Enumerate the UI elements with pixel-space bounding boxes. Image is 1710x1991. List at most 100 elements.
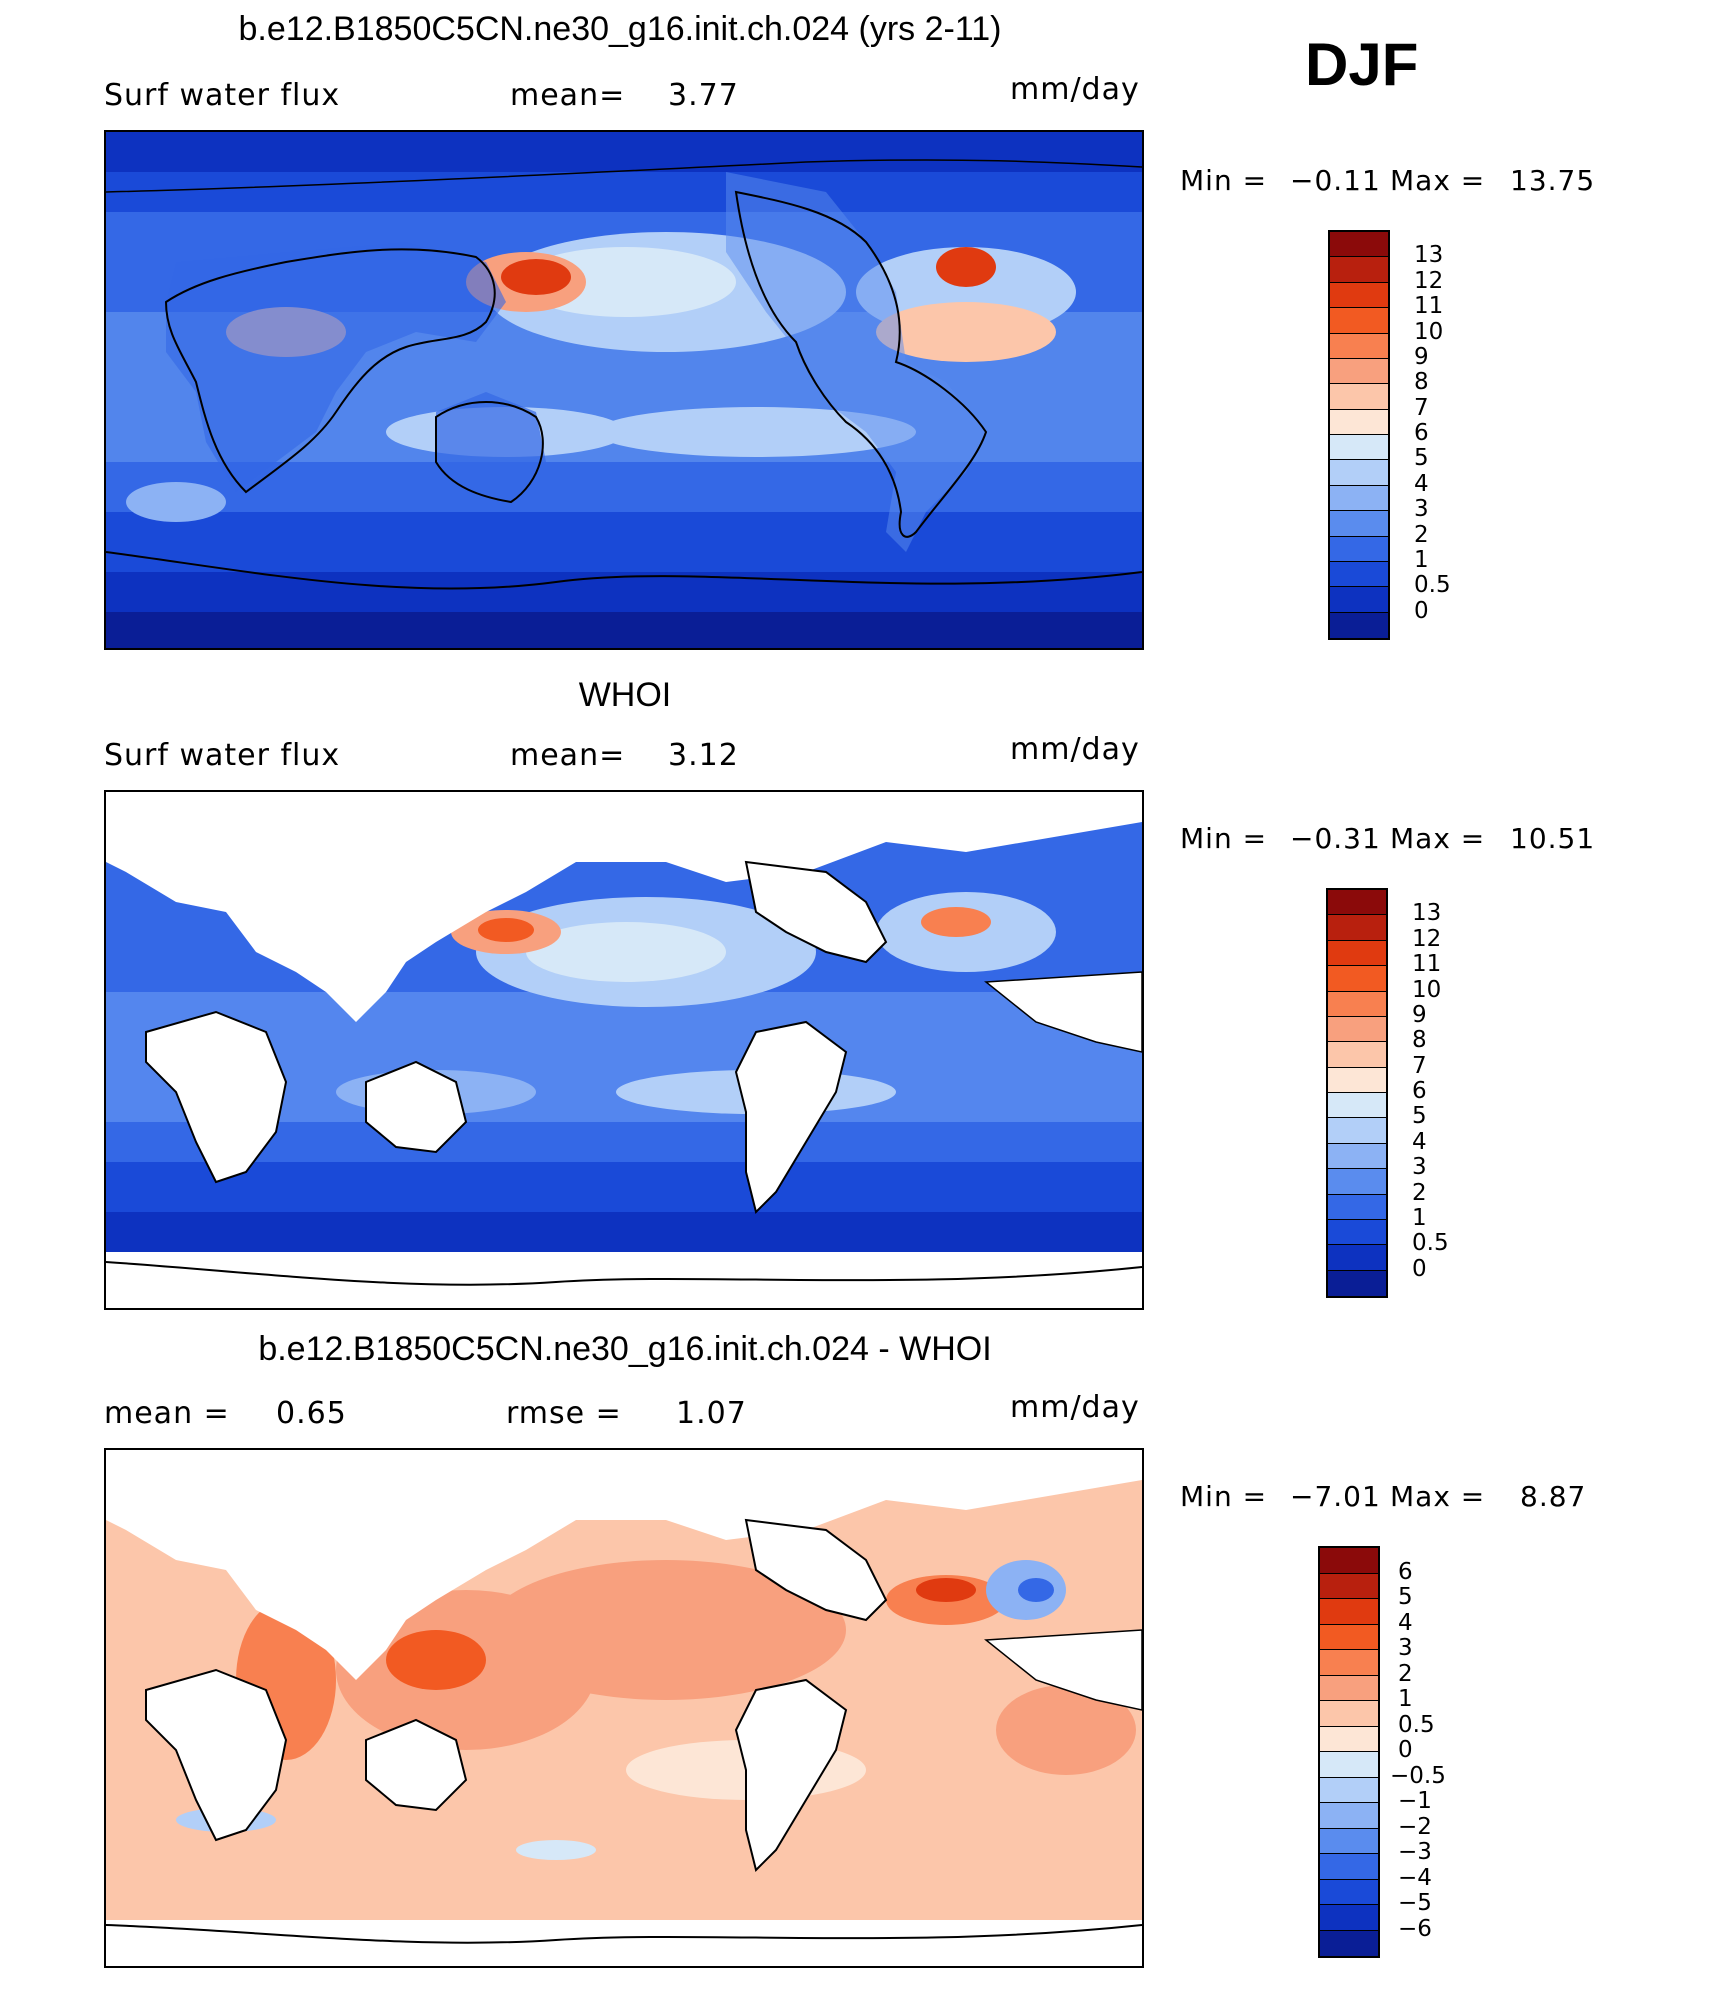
colorbar-tick-label: 12 bbox=[1412, 925, 1442, 952]
colorbar-swatch bbox=[1328, 915, 1386, 941]
colorbar-tick-label: 0 bbox=[1414, 597, 1429, 624]
colorbar-swatch bbox=[1320, 1548, 1378, 1574]
panel-3-map-svg bbox=[106, 1450, 1142, 1966]
colorbar-swatch bbox=[1320, 1701, 1378, 1727]
colorbar-tick-label: 6 bbox=[1398, 1558, 1413, 1585]
colorbar-tick-label: 5 bbox=[1414, 445, 1429, 472]
panel-1-map-svg bbox=[106, 132, 1142, 648]
colorbar-tick-label: 2 bbox=[1414, 521, 1429, 548]
panel-1-title: b.e12.B1850C5CN.ne30_g16.init.ch.024 (yr… bbox=[238, 10, 1002, 48]
panel-1-max-label: Max = bbox=[1390, 164, 1486, 197]
colorbar-swatch bbox=[1328, 991, 1386, 1017]
panel-2-max-value: 10.51 bbox=[1510, 822, 1596, 855]
season-label: DJF bbox=[1305, 31, 1419, 98]
colorbar-tick-label: −3 bbox=[1398, 1839, 1432, 1865]
colorbar-tick-label: 5 bbox=[1412, 1103, 1427, 1130]
colorbar-swatch bbox=[1328, 966, 1386, 992]
panel-1-mean-label: mean= bbox=[510, 78, 626, 113]
colorbar-swatch bbox=[1328, 890, 1386, 916]
panel-2-min-label: Min = bbox=[1180, 822, 1268, 855]
colorbar-tick-label: 7 bbox=[1412, 1052, 1427, 1079]
colorbar-tick-label: −1 bbox=[1398, 1788, 1432, 1814]
colorbar-swatch bbox=[1330, 358, 1388, 385]
colorbar-swatch bbox=[1328, 1042, 1386, 1068]
colorbar-tick-label: −0.5 bbox=[1390, 1762, 1446, 1789]
colorbar-swatch bbox=[1330, 485, 1388, 512]
colorbar-swatch bbox=[1330, 561, 1388, 588]
colorbar-swatch bbox=[1330, 409, 1388, 435]
colorbar-tick-label: 0.5 bbox=[1412, 1230, 1449, 1257]
colorbar-swatch bbox=[1320, 1777, 1378, 1803]
colorbar-swatch bbox=[1328, 1118, 1386, 1144]
colorbar-tick-label: −6 bbox=[1398, 1915, 1432, 1942]
colorbar-swatch bbox=[1320, 1599, 1378, 1625]
panel-1-units: mm/day bbox=[1010, 72, 1140, 107]
panel-3-rmse-label: rmse = bbox=[506, 1396, 622, 1431]
colorbar-tick-label: 8 bbox=[1414, 369, 1429, 396]
colorbar-swatch bbox=[1330, 612, 1388, 638]
colorbar-tick-label: 13 bbox=[1412, 900, 1442, 927]
colorbar-swatch bbox=[1330, 308, 1388, 334]
colorbar-swatch bbox=[1330, 536, 1388, 562]
panel-3-colorbar bbox=[1318, 1546, 1380, 1958]
panel-2-colorbar bbox=[1326, 888, 1388, 1298]
colorbar-swatch bbox=[1330, 257, 1388, 283]
colorbar-tick-label: 13 bbox=[1414, 242, 1444, 269]
colorbar-swatch bbox=[1320, 1879, 1378, 1905]
colorbar-tick-label: 0.5 bbox=[1414, 572, 1451, 599]
colorbar-tick-label: 2 bbox=[1398, 1660, 1413, 1687]
colorbar-tick-label: 2 bbox=[1412, 1179, 1427, 1206]
colorbar-tick-label: −4 bbox=[1398, 1864, 1432, 1891]
colorbar-swatch bbox=[1320, 1905, 1378, 1931]
colorbar-swatch bbox=[1328, 1169, 1386, 1195]
colorbar-tick-label: 1 bbox=[1414, 546, 1429, 573]
colorbar-swatch bbox=[1328, 1067, 1386, 1093]
panel-3-max-value: 8.87 bbox=[1520, 1480, 1587, 1513]
panel-3-min-label: Min = bbox=[1180, 1480, 1268, 1513]
colorbar-swatch bbox=[1330, 232, 1388, 258]
panel-2-map bbox=[104, 790, 1144, 1310]
colorbar-tick-label: 12 bbox=[1414, 267, 1444, 294]
colorbar-tick-label: 0.5 bbox=[1398, 1711, 1435, 1738]
panel-2-field-label: Surf water flux bbox=[104, 738, 341, 773]
panel-3-map bbox=[104, 1448, 1144, 1968]
colorbar-tick-label: 1 bbox=[1398, 1686, 1413, 1712]
colorbar-swatch bbox=[1330, 460, 1388, 486]
panel-2-min-value: −0.31 bbox=[1290, 822, 1381, 855]
colorbar-swatch bbox=[1320, 1930, 1378, 1956]
colorbar-swatch bbox=[1320, 1803, 1378, 1829]
colorbar-tick-label: −5 bbox=[1398, 1890, 1432, 1916]
colorbar-swatch bbox=[1320, 1726, 1378, 1752]
panel-2-units: mm/day bbox=[1010, 732, 1140, 767]
panel-3-rmse-value: 1.07 bbox=[676, 1396, 747, 1431]
colorbar-tick-label: 4 bbox=[1398, 1609, 1413, 1636]
colorbar-tick-label: 7 bbox=[1414, 394, 1429, 421]
colorbar-swatch bbox=[1330, 282, 1388, 309]
colorbar-swatch bbox=[1320, 1752, 1378, 1778]
panel-1-colorbar-labels: 13 12 11 10 9 8 7 6 5 4 3 2 1 0.5 0 bbox=[1408, 230, 1468, 640]
panel-3-colorbar-labels: 6 5 4 3 2 1 0.5 0 −0.5 −1 −2 −3 −4 −5 −6 bbox=[1390, 1546, 1472, 1958]
panel-3-units: mm/day bbox=[1010, 1390, 1140, 1425]
colorbar-swatch bbox=[1320, 1828, 1378, 1854]
panel-3-min-value: −7.01 bbox=[1290, 1480, 1381, 1513]
colorbar-tick-label: 11 bbox=[1414, 293, 1444, 320]
colorbar-tick-label: 0 bbox=[1412, 1255, 1427, 1282]
colorbar-swatch bbox=[1330, 587, 1388, 613]
colorbar-swatch bbox=[1320, 1650, 1378, 1676]
colorbar-tick-label: 3 bbox=[1412, 1154, 1427, 1181]
panel-1-field-label: Surf water flux bbox=[104, 78, 341, 113]
colorbar-tick-label: 1 bbox=[1412, 1204, 1427, 1231]
colorbar-swatch bbox=[1330, 435, 1388, 461]
colorbar-swatch bbox=[1320, 1675, 1378, 1701]
panel-2-map-svg bbox=[106, 792, 1142, 1308]
panel-3-mean-value: 0.65 bbox=[276, 1396, 347, 1431]
colorbar-swatch bbox=[1328, 1245, 1386, 1271]
panel-2-colorbar-labels: 13 12 11 10 9 8 7 6 5 4 3 2 1 0.5 0 bbox=[1406, 888, 1466, 1298]
colorbar-tick-label: 0 bbox=[1398, 1737, 1413, 1763]
colorbar-swatch bbox=[1330, 511, 1388, 537]
colorbar-swatch bbox=[1328, 1194, 1386, 1220]
panel-2-title: WHOI bbox=[578, 676, 672, 714]
colorbar-tick-label: −2 bbox=[1398, 1813, 1432, 1840]
colorbar-tick-label: 9 bbox=[1412, 1001, 1427, 1028]
colorbar-tick-label: 3 bbox=[1414, 496, 1429, 523]
